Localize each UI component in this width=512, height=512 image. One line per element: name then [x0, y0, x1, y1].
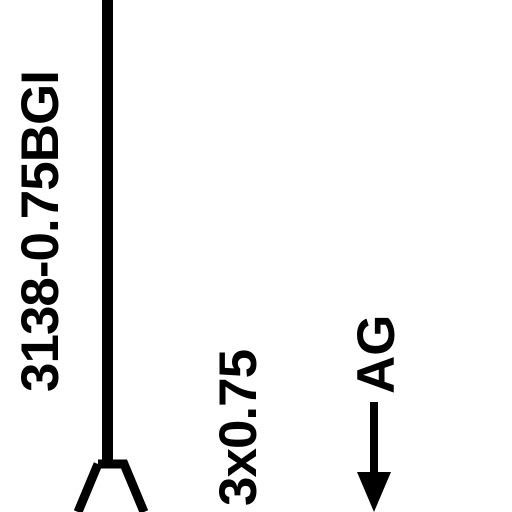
ground-arrow-head: [357, 472, 391, 512]
ground-label: AG: [347, 314, 406, 395]
cable-connector: [73, 459, 149, 512]
cable-line: [102, 0, 113, 462]
wire-spec-label: 3x0.75: [209, 349, 268, 506]
ground-arrow-shaft: [370, 402, 378, 486]
part-number-label: 3138-0.75BGI: [11, 71, 70, 392]
